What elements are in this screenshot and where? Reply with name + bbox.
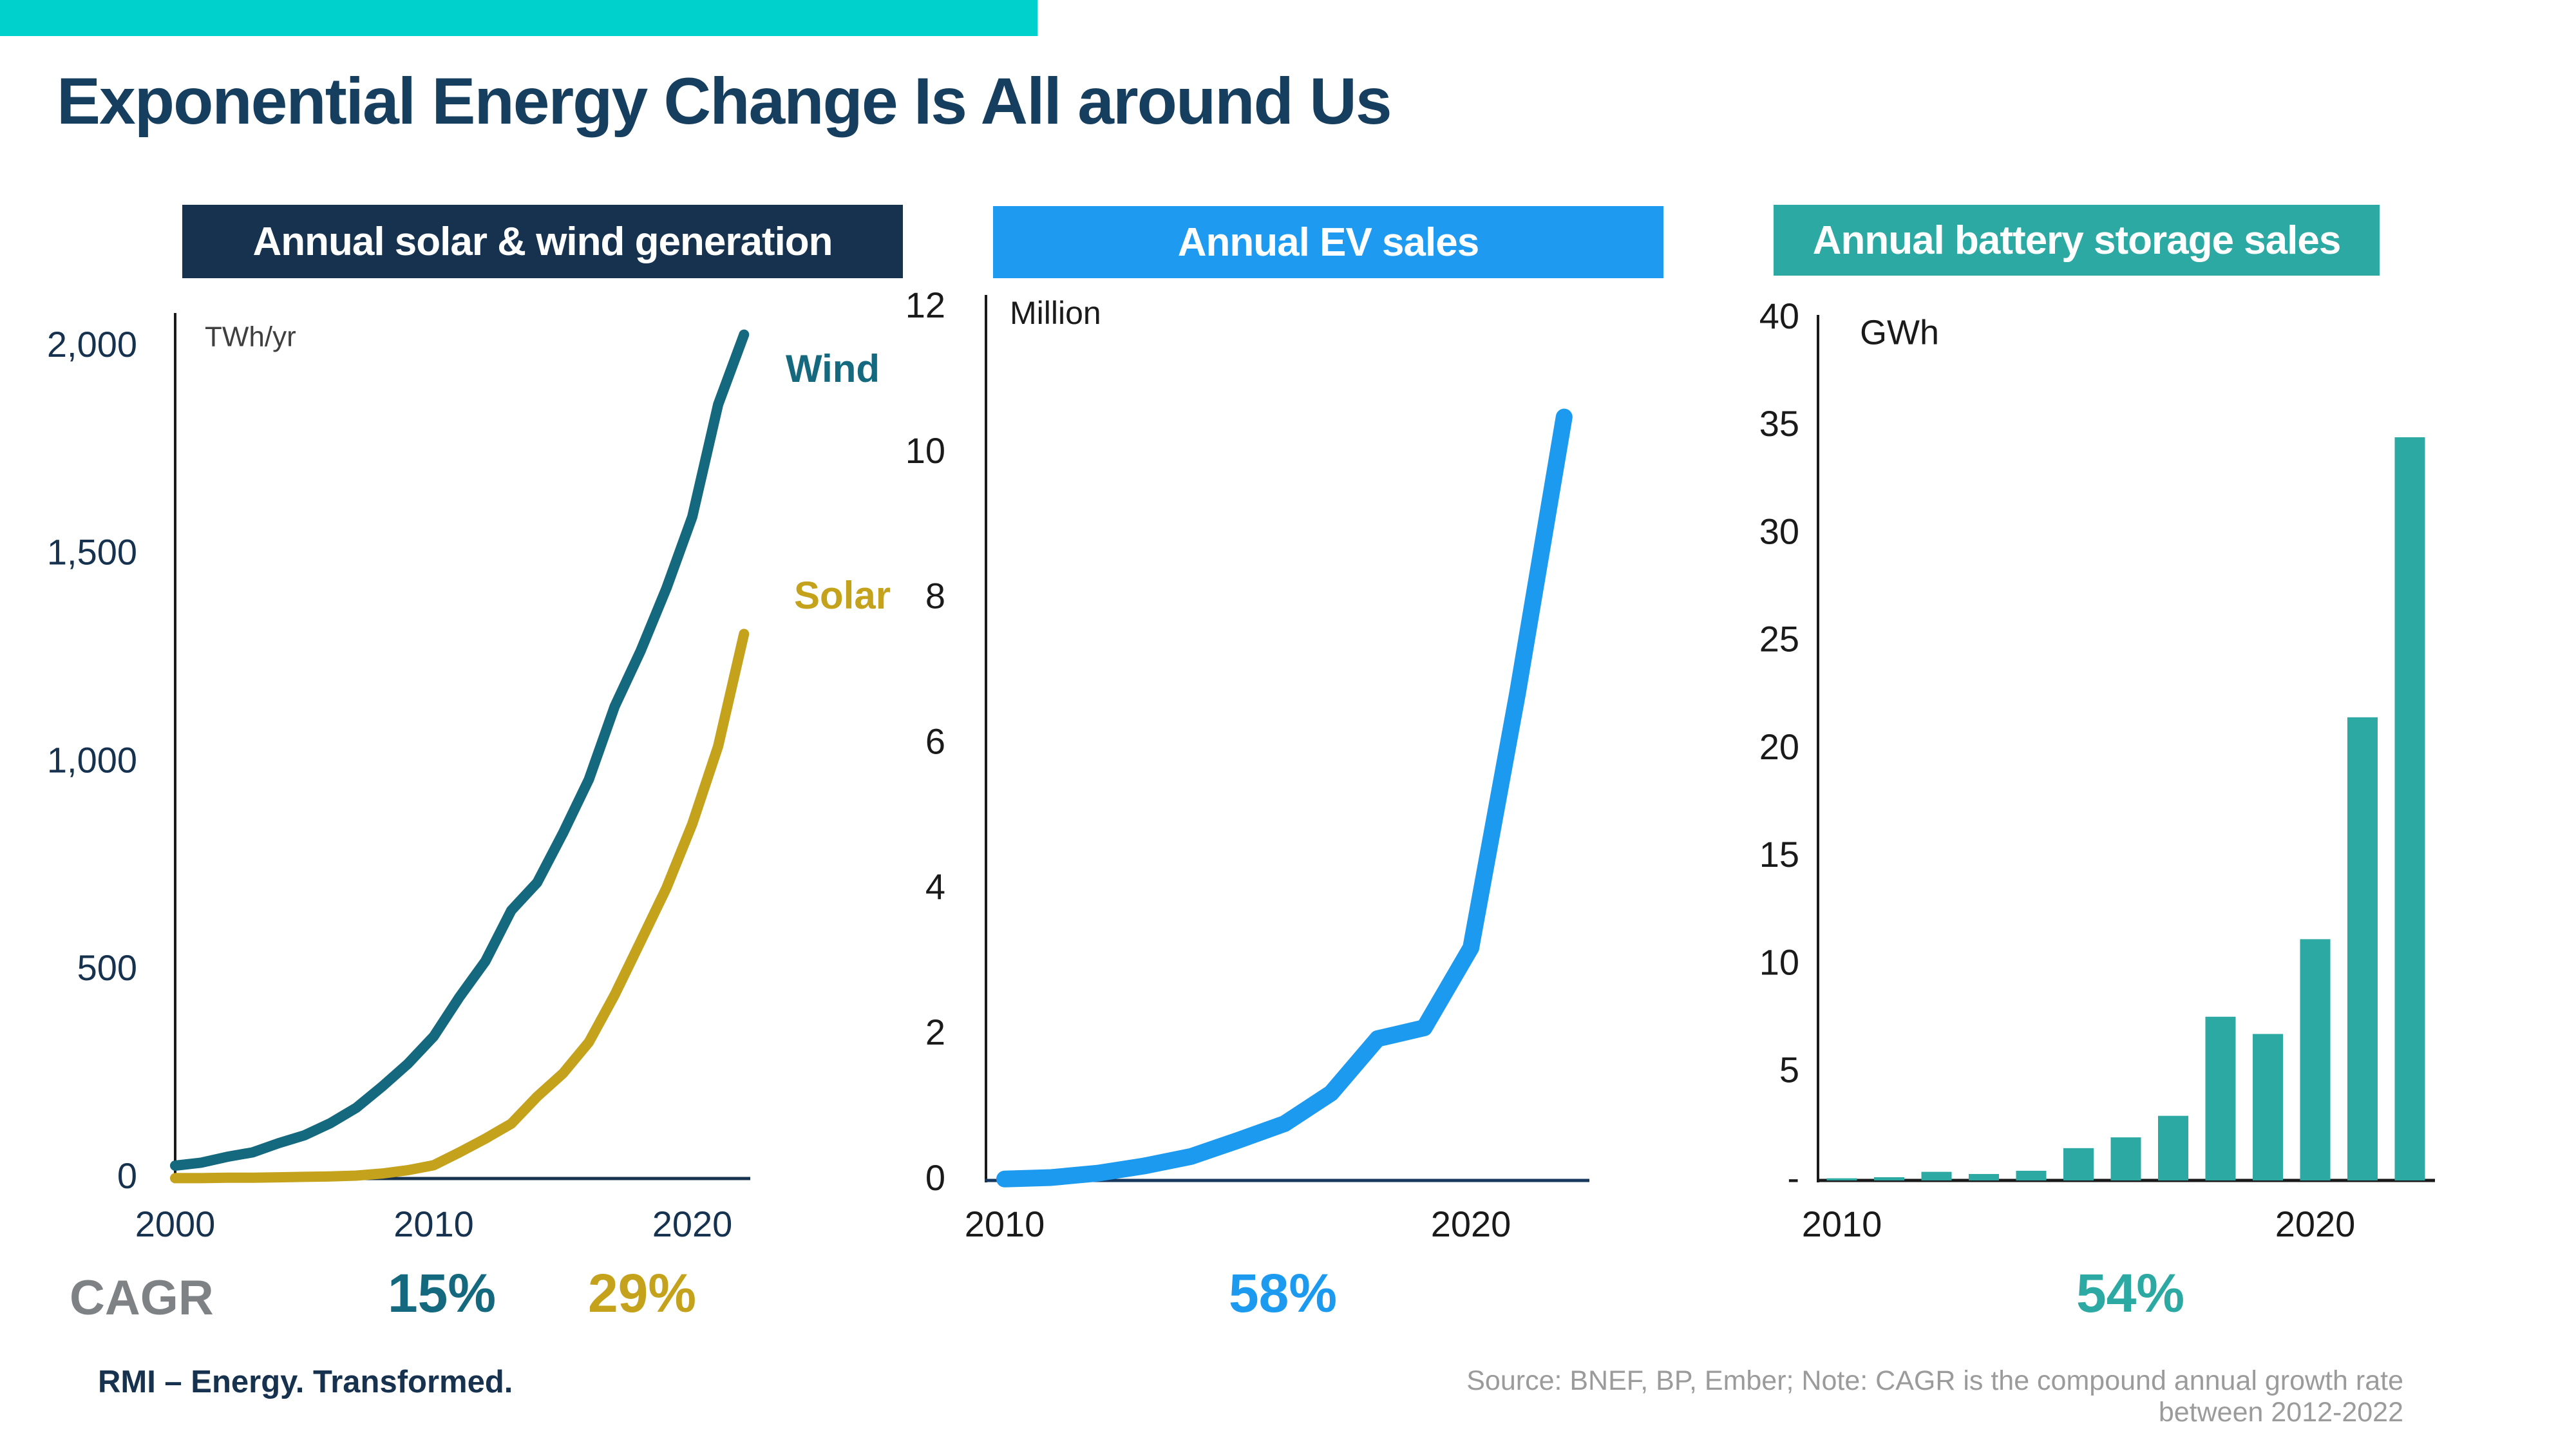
y-tick-label: 4: [925, 866, 945, 907]
x-tick-label: 2010: [965, 1204, 1045, 1244]
series-line-wind: [170, 329, 750, 1171]
x-tick-label: 2020: [652, 1204, 733, 1244]
y-tick-label: 40: [1759, 296, 1799, 336]
y-tick-label: 25: [1759, 619, 1799, 659]
y-tick-label: 1,000: [47, 739, 137, 780]
y-tick-label: 500: [77, 947, 137, 988]
accent-top-bar: [0, 0, 1037, 36]
series-label-wind: Wind: [786, 347, 880, 390]
bar-2020: [2300, 939, 2331, 1180]
y-tick-label: 12: [905, 285, 945, 325]
y-tick-label: 8: [925, 576, 945, 616]
cagr-row-label: CAGR: [70, 1271, 214, 1325]
rmi-brand-footer: RMI – Energy. Transformed.: [98, 1365, 513, 1399]
x-tick-label: 2000: [135, 1204, 216, 1244]
bar-2021: [2347, 717, 2378, 1180]
bar-2018: [2205, 1016, 2236, 1180]
y-tick-label: 0: [925, 1157, 945, 1198]
y-tick-label: -: [1787, 1157, 1799, 1198]
y-tick-label: 15: [1759, 834, 1799, 875]
cagr-value-ev: 58%: [1228, 1263, 1338, 1323]
bar-2013: [1969, 1173, 1999, 1180]
bar-2022: [2394, 437, 2425, 1180]
x-tick-label: 2020: [1431, 1204, 1511, 1244]
x-tick-label: 2010: [1802, 1204, 1882, 1244]
y-tick-label: 10: [905, 430, 945, 471]
axis-unit-label: GWh: [1860, 313, 1939, 352]
page-title: Exponential Energy Change Is All around …: [57, 64, 1392, 138]
bar-2017: [2158, 1115, 2188, 1180]
y-tick-label: 2: [925, 1012, 945, 1052]
bar-2010: [1826, 1178, 1857, 1180]
cagr-value-solar: 29%: [587, 1263, 697, 1323]
chart-header-solar-wind: Annual solar & wind generation: [182, 205, 903, 278]
bar-2012: [1921, 1171, 1952, 1180]
y-tick-label: 1,500: [47, 532, 137, 573]
y-tick-label: 35: [1759, 403, 1799, 444]
axis-unit-label: TWh/yr: [205, 321, 296, 353]
y-tick-label: 20: [1759, 726, 1799, 767]
bar-2016: [2110, 1137, 2141, 1180]
series-label-solar: Solar: [794, 574, 891, 617]
y-tick-label: 6: [925, 721, 945, 761]
bar-2015: [2063, 1148, 2094, 1180]
y-tick-label: 2,000: [47, 324, 137, 365]
y-tick-label: 30: [1759, 511, 1799, 551]
x-tick-label: 2010: [393, 1204, 474, 1244]
chart-header-battery-storage: Annual battery storage sales: [1774, 205, 2380, 276]
y-tick-label: 10: [1759, 942, 1799, 982]
bar-2019: [2253, 1034, 2283, 1180]
y-tick-label: 5: [1779, 1050, 1799, 1090]
series-line-ev sales: [996, 408, 1573, 1188]
bar-2014: [2016, 1170, 2047, 1180]
y-tick-label: 0: [117, 1155, 137, 1196]
axis-unit-label: Million: [1010, 295, 1101, 331]
cagr-value-battery: 54%: [2076, 1263, 2185, 1323]
chart-header-ev-sales: Annual EV sales: [993, 206, 1663, 278]
series-line-solar: [170, 629, 750, 1184]
source-note: Source: BNEF, BP, Ember; Note: CAGR is t…: [1466, 1365, 2403, 1428]
cagr-value-wind: 15%: [387, 1263, 497, 1323]
bar-2011: [1874, 1177, 1904, 1180]
x-tick-label: 2020: [2275, 1204, 2356, 1244]
